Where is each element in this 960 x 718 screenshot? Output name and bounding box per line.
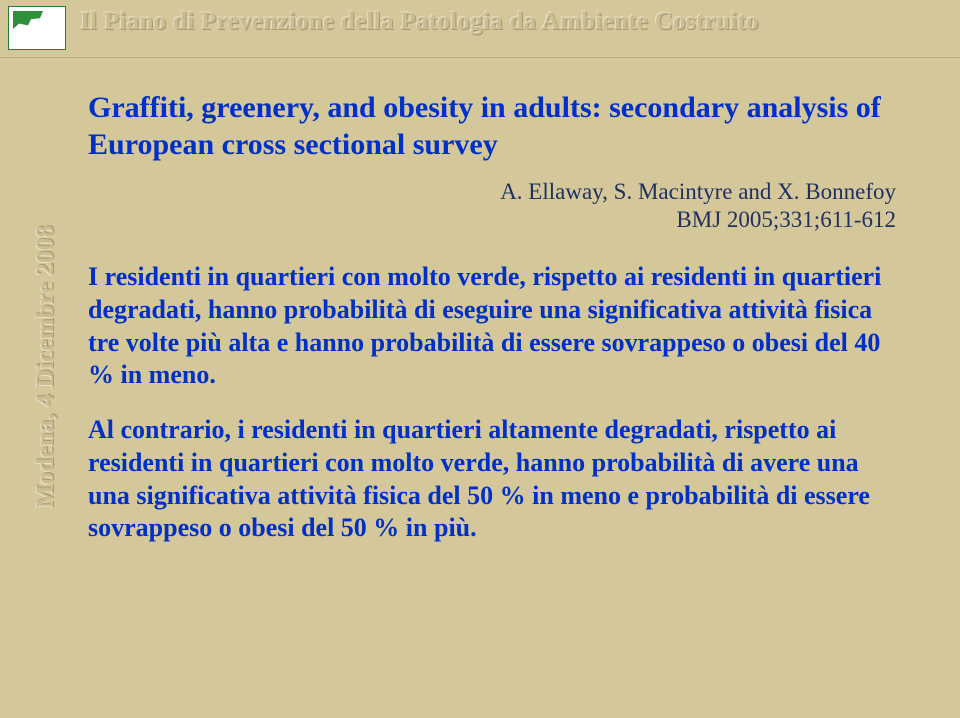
divider (0, 56, 960, 58)
header: Il Piano di Prevenzione della Patologia … (0, 0, 960, 64)
paragraph-2: Al contrario, i residenti in quartieri a… (88, 414, 900, 545)
header-title: Il Piano di Prevenzione della Patologia … (80, 8, 950, 36)
slide-content: Graffiti, greenery, and obesity in adult… (88, 90, 900, 567)
slide-citation: BMJ 2005;331;611-612 (88, 207, 900, 233)
sidebar-date-label: Modena, 4 Dicembre 2008 (32, 225, 60, 508)
paragraph-1: I residenti in quartieri con molto verde… (88, 261, 900, 392)
slide-authors: A. Ellaway, S. Macintyre and X. Bonnefoy (88, 179, 900, 205)
slide-title: Graffiti, greenery, and obesity in adult… (88, 90, 900, 163)
region-logo-icon (8, 6, 66, 50)
